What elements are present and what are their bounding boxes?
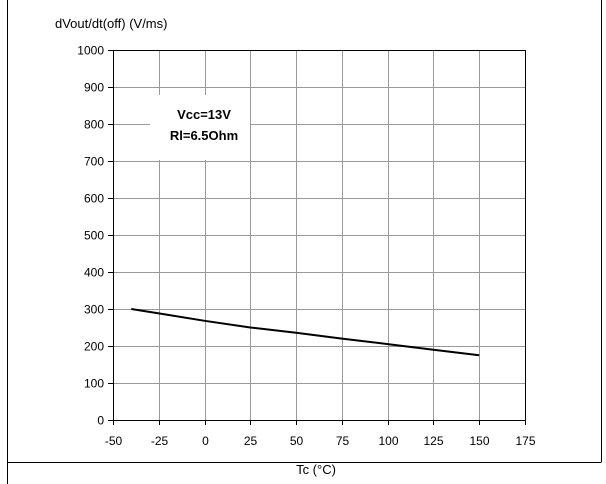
series-line	[131, 308, 480, 357]
y-tick-label: 0	[97, 414, 104, 428]
axis-layer	[108, 50, 526, 425]
x-tick-label: -50	[105, 434, 123, 448]
grid-layer	[113, 50, 525, 420]
x-tick-label: 125	[423, 434, 443, 448]
annotation-vcc: Vcc=13V	[177, 107, 231, 122]
y-axis-title: dVout/dt(off) (V/ms)	[55, 16, 167, 31]
x-tick-label: 50	[290, 434, 304, 448]
x-tick-label: 100	[378, 434, 398, 448]
x-tick-label: 25	[244, 434, 258, 448]
y-tick-label: 400	[84, 266, 104, 280]
x-tick-labels: -50 -25 0 25 50 75 100 125 150 175	[105, 434, 536, 448]
series-layer	[131, 308, 480, 357]
y-tick-label: 300	[84, 303, 104, 317]
y-tick-label: 800	[84, 118, 104, 132]
y-tick-label: 700	[84, 155, 104, 169]
y-tick-label: 100	[84, 377, 104, 391]
y-tick-label: 1000	[77, 44, 104, 58]
x-tick-label: 175	[515, 434, 535, 448]
y-tick-label: 200	[84, 340, 104, 354]
annotation-rl: Rl=6.5Ohm	[170, 128, 238, 143]
x-tick-label: 75	[336, 434, 350, 448]
y-tick-labels: 0 100 200 300 400 500 600 700 800 900 1000	[77, 44, 104, 428]
x-tick-label: -25	[151, 434, 169, 448]
y-tick-label: 900	[84, 81, 104, 95]
x-tick-label: 150	[469, 434, 489, 448]
x-axis-title: Tc (°C)	[296, 462, 336, 477]
plot-border	[113, 50, 526, 421]
y-tick-label: 600	[84, 192, 104, 206]
annotation-box	[150, 95, 250, 160]
x-tick-label: 0	[202, 434, 209, 448]
y-tick-label: 500	[84, 229, 104, 243]
